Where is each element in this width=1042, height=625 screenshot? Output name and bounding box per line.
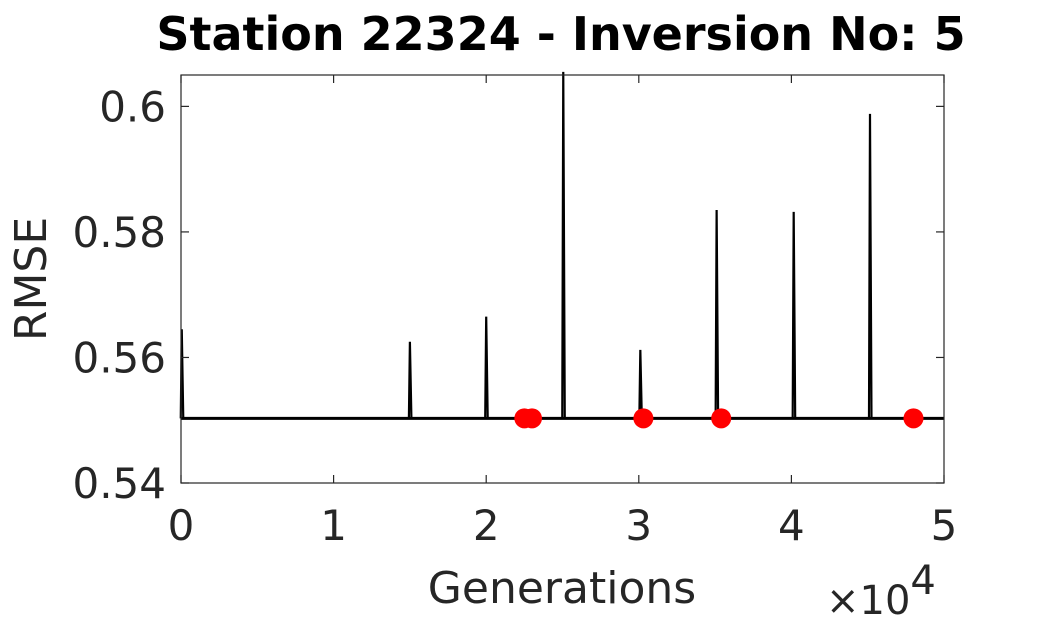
marker-point-2 [521,408,542,429]
y-tick-label: 0.58 [72,208,166,257]
x-axis-label: Generations [428,563,696,614]
x-exponent-base: ×10 [826,578,910,624]
y-tick-label: 0.56 [72,333,166,382]
chart-title: Station 22324 - Inversion No: 5 [156,7,965,61]
y-tick-label: 0.54 [72,459,166,508]
spike-8 [867,113,873,419]
spike-2 [407,341,413,419]
x-tick-label: 0 [168,501,195,550]
spike-4 [561,71,566,419]
x-axis: 0 1 2 3 4 5 [168,75,958,550]
x-tick-label: 3 [625,501,652,550]
x-axis-exponent: ×104 [826,558,936,624]
marker-point-5 [903,408,924,429]
x-tick-label: 2 [473,501,500,550]
y-tick-label: 0.6 [99,82,166,131]
plot-frame [180,74,945,484]
y-axis-label: RMSE [6,217,57,341]
marker-point-3 [633,408,654,429]
x-tick-label: 1 [320,501,347,550]
x-tick-label: 5 [931,501,958,550]
plot-area [179,71,944,429]
spike-5 [638,349,643,419]
marker-point-4 [711,408,732,429]
spike-7 [791,211,797,419]
x-tick-label: 4 [778,501,805,550]
spike-6 [714,209,720,419]
y-axis: 0.54 0.56 0.58 0.6 [72,82,944,508]
spike-3 [484,316,489,419]
x-exponent-power: 4 [910,558,935,604]
